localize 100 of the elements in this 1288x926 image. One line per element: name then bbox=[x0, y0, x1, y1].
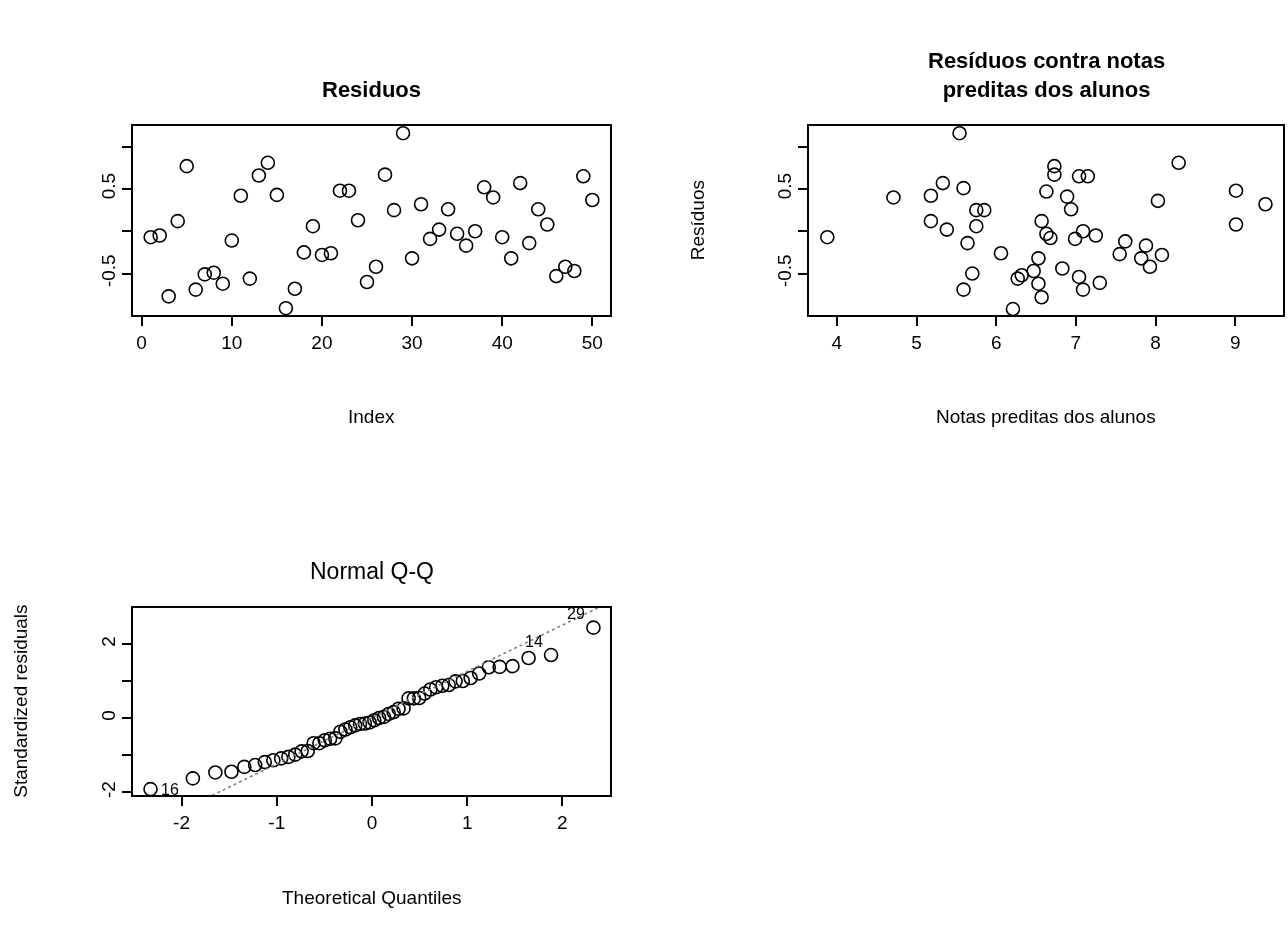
point bbox=[993, 245, 1009, 261]
point bbox=[352, 716, 368, 732]
point bbox=[458, 238, 474, 253]
point bbox=[956, 180, 971, 196]
point bbox=[411, 690, 427, 706]
point bbox=[269, 187, 285, 203]
point bbox=[266, 752, 281, 768]
point bbox=[208, 765, 223, 780]
point bbox=[1088, 228, 1104, 243]
x-tick-label: 7 bbox=[1070, 331, 1082, 353]
point bbox=[395, 125, 411, 141]
point bbox=[401, 691, 416, 706]
point bbox=[257, 754, 273, 770]
y-tick-label: 0.5 bbox=[773, 172, 795, 200]
x-axis-title: Index bbox=[348, 406, 395, 427]
point bbox=[965, 266, 980, 281]
chart-title: Residuos bbox=[322, 77, 422, 102]
y-tick-label: -2 bbox=[97, 781, 119, 799]
point bbox=[976, 202, 992, 218]
point bbox=[543, 647, 559, 663]
point bbox=[362, 715, 377, 730]
point bbox=[152, 228, 167, 243]
point bbox=[306, 735, 321, 751]
point bbox=[969, 202, 984, 218]
point bbox=[386, 202, 402, 218]
x-tick-label: 0 bbox=[366, 811, 378, 833]
point bbox=[305, 218, 321, 234]
point bbox=[413, 196, 429, 212]
point bbox=[558, 259, 573, 275]
point bbox=[404, 251, 420, 266]
point bbox=[386, 704, 401, 720]
point bbox=[371, 710, 387, 726]
point bbox=[170, 213, 186, 229]
x-axis-title: Theoretical Quantiles bbox=[282, 887, 462, 908]
point bbox=[476, 180, 492, 195]
point bbox=[179, 158, 195, 174]
point bbox=[886, 190, 901, 205]
point bbox=[467, 223, 483, 239]
x-tick-label: 50 bbox=[581, 331, 603, 353]
point bbox=[406, 691, 422, 706]
point bbox=[1005, 301, 1021, 317]
point bbox=[251, 168, 267, 183]
point bbox=[1034, 213, 1049, 229]
point bbox=[278, 300, 294, 316]
x-tick-label: 4 bbox=[831, 331, 843, 353]
point bbox=[1075, 282, 1091, 297]
point bbox=[359, 274, 375, 290]
point bbox=[347, 718, 363, 733]
point bbox=[952, 125, 967, 141]
point bbox=[317, 732, 333, 748]
y-tick-label: -0.5 bbox=[773, 254, 795, 288]
point bbox=[296, 245, 312, 260]
point bbox=[485, 190, 501, 205]
point bbox=[1258, 196, 1273, 212]
point bbox=[206, 265, 222, 280]
point bbox=[143, 229, 158, 245]
annotation: 16 bbox=[161, 781, 179, 798]
point bbox=[260, 155, 276, 171]
point bbox=[1047, 158, 1062, 174]
point bbox=[463, 670, 478, 686]
point bbox=[314, 247, 330, 263]
point bbox=[969, 218, 984, 234]
point bbox=[368, 259, 384, 275]
point bbox=[585, 192, 600, 208]
point bbox=[381, 706, 397, 722]
point bbox=[1071, 269, 1087, 285]
point bbox=[1075, 223, 1091, 239]
point bbox=[188, 282, 204, 297]
point bbox=[481, 659, 497, 675]
point bbox=[935, 175, 951, 191]
chart-title: Resíduos contra notas preditas dos alunos bbox=[928, 48, 1166, 102]
point bbox=[143, 781, 158, 797]
point bbox=[956, 282, 971, 297]
point bbox=[521, 235, 537, 251]
point bbox=[357, 716, 373, 731]
point bbox=[1039, 184, 1054, 199]
point bbox=[423, 682, 438, 697]
x-tick-label: 0 bbox=[136, 331, 147, 353]
x-tick-label: 40 bbox=[491, 331, 513, 353]
point bbox=[1031, 276, 1046, 291]
point bbox=[448, 674, 463, 689]
point bbox=[435, 678, 450, 694]
point bbox=[1080, 169, 1096, 184]
point bbox=[422, 231, 438, 247]
point bbox=[428, 679, 444, 695]
point bbox=[294, 744, 309, 759]
point bbox=[396, 701, 411, 716]
point bbox=[503, 251, 519, 266]
point bbox=[322, 731, 338, 747]
point bbox=[820, 229, 835, 245]
point bbox=[431, 222, 447, 237]
point bbox=[1154, 247, 1170, 263]
point bbox=[494, 229, 510, 245]
x-tick-label: 20 bbox=[311, 331, 333, 353]
point bbox=[1092, 275, 1108, 291]
point bbox=[939, 222, 955, 237]
point bbox=[449, 226, 465, 242]
point bbox=[333, 724, 348, 740]
x-tick-label: 30 bbox=[401, 331, 423, 353]
x-tick-label: 1 bbox=[461, 811, 473, 833]
